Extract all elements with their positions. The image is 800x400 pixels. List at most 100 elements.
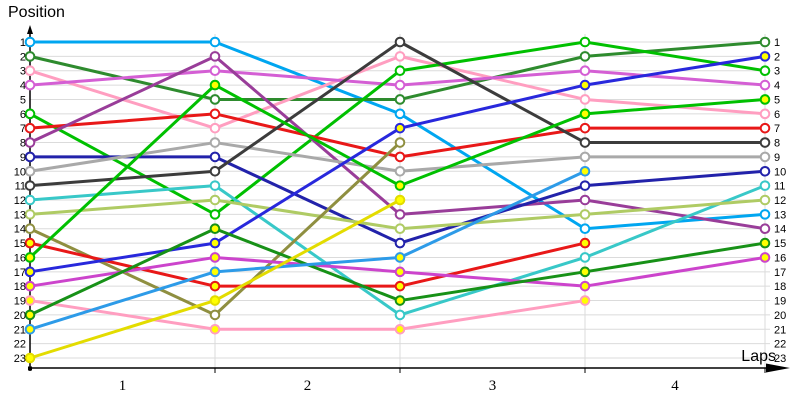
marker-olive-station-0 <box>24 223 36 235</box>
marker-yellow-station-1 <box>209 295 221 306</box>
marker-turquoise-station-3 <box>579 252 591 263</box>
marker-dark-green-station-0 <box>24 309 36 321</box>
marker-sky-blue-station-1 <box>209 36 221 48</box>
series-line-dodger-blue <box>28 169 587 331</box>
marker-sky-blue-station-2 <box>394 108 406 120</box>
marker-blue-station-2 <box>394 122 406 134</box>
position-label-right-16: 16 <box>774 252 786 264</box>
marker-forest-green-station-4 <box>759 36 771 48</box>
y-axis-arrow <box>27 25 33 34</box>
marker-yellow-green-station-4 <box>759 194 771 206</box>
series-line-light-pink-2 <box>28 299 587 331</box>
marker-bright-green-2-station-4 <box>759 94 771 105</box>
marker-red-station-3 <box>579 122 591 134</box>
marker-turquoise-station-2 <box>394 309 406 321</box>
marker-red-2-station-1 <box>209 280 221 292</box>
position-label-right-4: 4 <box>774 80 780 92</box>
marker-dark-gray-station-3 <box>579 137 591 148</box>
marker-light-pink-2-station-0 <box>24 295 36 306</box>
position-label-left-6: 6 <box>20 109 26 121</box>
marker-olive-station-2 <box>394 137 406 148</box>
position-label-right-7: 7 <box>774 123 780 135</box>
position-label-left-1: 1 <box>20 37 26 49</box>
marker-red-2-station-3 <box>579 237 591 249</box>
marker-bright-green-station-0 <box>24 108 36 120</box>
position-label-right-13: 13 <box>774 209 786 221</box>
marker-dodger-blue-station-1 <box>209 266 221 278</box>
marker-magenta-station-0 <box>24 280 36 292</box>
marker-violet-station-3 <box>579 65 591 77</box>
position-label-left-13: 13 <box>14 209 26 221</box>
y-axis-title: Position <box>8 4 65 21</box>
position-label-right-20: 20 <box>774 310 786 322</box>
position-label-left-16: 16 <box>14 252 26 264</box>
marker-dark-green-station-4 <box>759 237 771 249</box>
marker-turquoise-station-4 <box>759 180 771 191</box>
position-label-left-18: 18 <box>14 281 26 293</box>
position-label-right-11: 11 <box>774 181 785 193</box>
marker-bright-green-station-2 <box>394 65 406 77</box>
marker-purple-station-3 <box>579 194 591 206</box>
position-label-left-7: 7 <box>20 123 26 135</box>
position-label-left-21: 21 <box>14 324 26 336</box>
marker-yellow-green-station-2 <box>394 223 406 235</box>
marker-light-pink-station-0 <box>24 65 36 77</box>
position-label-left-8: 8 <box>20 138 26 150</box>
position-label-right-22: 22 <box>774 339 786 351</box>
marker-dark-gray-station-4 <box>759 137 771 148</box>
position-label-left-10: 10 <box>14 166 26 178</box>
marker-blue-station-0 <box>24 266 36 278</box>
position-label-right-21: 21 <box>774 324 786 336</box>
series-line-red <box>28 112 767 159</box>
marker-forest-green-station-1 <box>209 94 221 105</box>
marker-dark-gray-station-0 <box>24 180 36 191</box>
position-label-left-14: 14 <box>14 224 26 236</box>
position-label-right-8: 8 <box>774 138 780 150</box>
marker-yellow-green-station-3 <box>579 209 591 220</box>
marker-light-pink-2-station-1 <box>209 323 221 335</box>
marker-navy-blue-station-2 <box>394 237 406 249</box>
position-label-left-5: 5 <box>20 94 26 106</box>
marker-dark-green-station-3 <box>579 266 591 278</box>
marker-magenta-station-2 <box>394 266 406 278</box>
marker-navy-blue-station-4 <box>759 165 771 177</box>
marker-bright-green-station-4 <box>759 65 771 77</box>
marker-dodger-blue-station-3 <box>579 165 591 177</box>
x-axis-arrow <box>766 363 790 373</box>
position-label-right-1: 1 <box>774 37 780 49</box>
marker-light-pink-station-4 <box>759 108 771 120</box>
marker-dark-gray-station-1 <box>209 165 221 177</box>
position-label-left-15: 15 <box>14 238 26 250</box>
marker-bright-green-station-1 <box>209 209 221 220</box>
position-label-right-5: 5 <box>774 94 780 106</box>
marker-silver-station-1 <box>209 137 221 148</box>
marker-forest-green-station-0 <box>24 51 36 62</box>
marker-bright-green-2-station-2 <box>394 180 406 191</box>
marker-dark-green-station-2 <box>394 295 406 306</box>
marker-yellow-station-2 <box>394 194 406 206</box>
axis-origin-dot <box>28 366 32 371</box>
marker-dodger-blue-station-2 <box>394 252 406 263</box>
position-label-left-22: 22 <box>14 339 26 351</box>
marker-dodger-blue-station-0 <box>24 323 36 335</box>
marker-navy-blue-station-1 <box>209 151 221 163</box>
marker-silver-station-4 <box>759 151 771 163</box>
lap-label-3: 3 <box>489 378 497 394</box>
marker-purple-station-1 <box>209 51 221 62</box>
position-label-left-9: 9 <box>20 152 26 164</box>
marker-violet-station-1 <box>209 65 221 77</box>
series-line-red-2 <box>28 241 587 288</box>
marker-sky-blue-station-0 <box>24 36 36 48</box>
marker-blue-station-4 <box>759 51 771 62</box>
position-label-left-17: 17 <box>14 267 26 279</box>
marker-purple-station-2 <box>394 209 406 220</box>
lap-label-2: 2 <box>304 378 312 394</box>
marker-sky-blue-station-3 <box>579 223 591 235</box>
marker-bright-green-2-station-3 <box>579 108 591 120</box>
marker-forest-green-station-2 <box>394 94 406 105</box>
marker-light-pink-station-2 <box>394 51 406 62</box>
marker-blue-station-3 <box>579 79 591 91</box>
marker-light-pink-station-1 <box>209 122 221 134</box>
